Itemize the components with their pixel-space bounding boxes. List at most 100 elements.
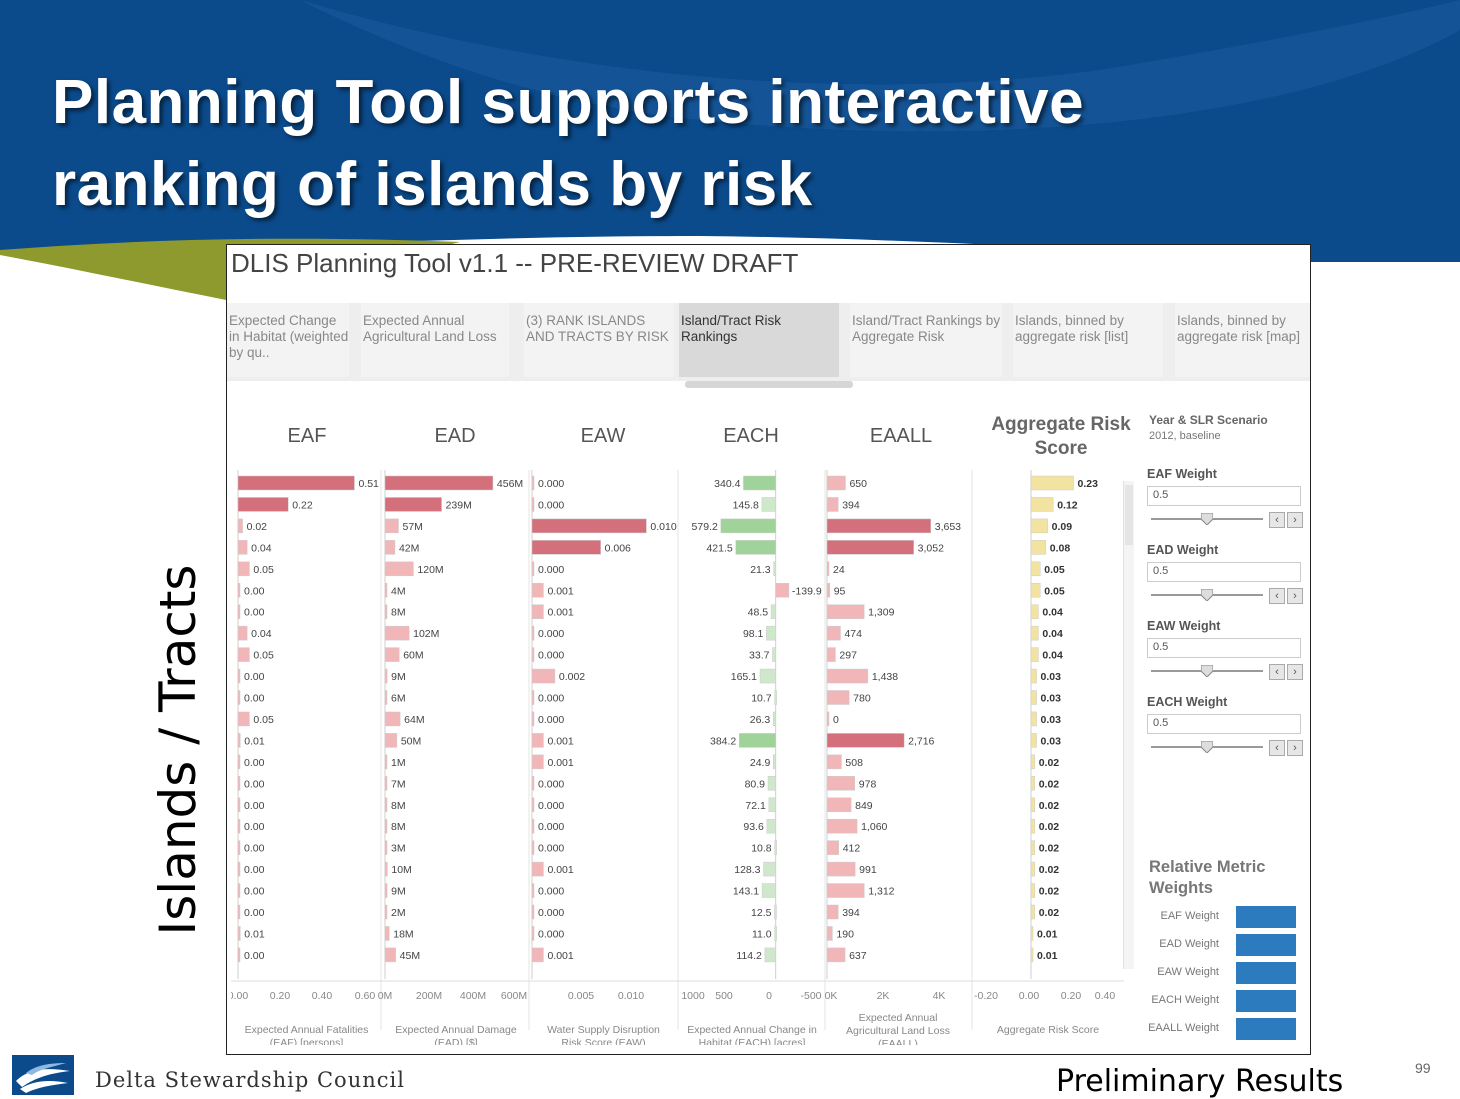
tab-islands-binned-map[interactable]: Islands, binned by aggregate risk [map] (1175, 303, 1310, 377)
agg-data-label: 0.02 (1039, 886, 1060, 898)
eaall-bar (826, 818, 858, 834)
eaw-weight-increase-button[interactable]: › (1287, 664, 1303, 680)
eaall-bar (826, 733, 905, 748)
eaf-axis-title: (EAF) [persons] (270, 1037, 344, 1045)
agg-bar (1030, 883, 1035, 898)
eaf-data-label: 0.02 (247, 521, 268, 533)
each-weight-increase-button[interactable]: › (1287, 740, 1303, 756)
eaall-bar (826, 475, 846, 491)
eaw-tick-label: 0.005 (568, 990, 594, 1002)
ead-tick-label: 0M (378, 990, 393, 1002)
tab-rank-islands-tracts[interactable]: (3) RANK ISLANDS AND TRACTS BY RISK (524, 303, 674, 377)
tab-agricultural-land-loss[interactable]: Expected Annual Agricultural Land Loss (361, 303, 509, 377)
eaw-bar (531, 625, 535, 641)
eaf-weight-input[interactable]: 0.5 (1147, 486, 1301, 506)
each-data-label: 145.8 (733, 499, 759, 511)
eaf-data-label: 0.00 (244, 671, 265, 683)
eaw-data-label: 0.001 (547, 757, 573, 769)
eaf-bar (237, 475, 355, 491)
ead-data-label: 8M (391, 821, 406, 833)
ead-bar (384, 497, 442, 512)
agg-data-label: 0.04 (1042, 650, 1063, 662)
ead-bar (384, 668, 388, 684)
eaall-data-label: 412 (843, 843, 861, 855)
eaw-weight-slider[interactable] (1151, 665, 1263, 677)
eaall-bar (826, 647, 836, 662)
slide-title-line1: Planning Tool supports interactive (52, 68, 1085, 137)
vertical-scrollbar[interactable] (1123, 481, 1134, 969)
eaw-bar (531, 776, 535, 791)
ead-bar (384, 690, 388, 705)
eaw-data-label: 0.000 (538, 843, 564, 855)
tab-label: Islands, binned by aggregate risk [map] (1177, 313, 1301, 344)
eaf-bar (237, 604, 241, 619)
ead-weight-slider[interactable] (1151, 589, 1263, 601)
eaall-data-label: 3,052 (918, 542, 944, 554)
tab-label: Islands, binned by aggregate risk [list] (1015, 313, 1129, 344)
slider-thumb[interactable] (1201, 665, 1213, 677)
each-weight-slider[interactable] (1151, 741, 1263, 753)
each-data-label: 93.6 (743, 821, 764, 833)
scenario-value[interactable]: 2012, baseline (1149, 430, 1221, 442)
each-data-label: 10.7 (751, 693, 772, 705)
eaw-bar (531, 497, 535, 512)
eaw-data-label: 0.000 (538, 907, 564, 919)
eaall-bar (826, 754, 842, 770)
eaf-weight-decrease-button[interactable]: ‹ (1269, 512, 1285, 528)
title-banner (0, 0, 1460, 300)
eaw-data-label: 0.002 (559, 671, 585, 683)
eaall-bar (826, 668, 869, 684)
tab-islands-binned-list[interactable]: Islands, binned by aggregate risk [list] (1013, 303, 1163, 377)
ead-bar (384, 840, 388, 855)
tab-island-tract-risk-rankings[interactable]: Island/Tract Risk Rankings (679, 303, 839, 377)
ead-bar (384, 947, 396, 963)
eaall-data-label: 474 (844, 628, 862, 640)
tab-label: Expected Change in Habitat (weighted by … (229, 313, 349, 360)
eaf-weight-slider[interactable] (1151, 513, 1263, 525)
eaw-data-label: 0.000 (538, 478, 564, 490)
ead-data-label: 1M (391, 757, 406, 769)
ead-data-label: 9M (391, 671, 406, 683)
each-bar (766, 818, 776, 834)
ead-bar (384, 711, 401, 727)
ead-data-label: 102M (413, 628, 439, 640)
eaf-data-label: 0.00 (244, 886, 265, 898)
agg-bar (1030, 797, 1035, 812)
each-data-label: 421.5 (706, 542, 732, 554)
relative-weight-each: EACH Weight (1149, 990, 1299, 1012)
eaw-bar (531, 733, 544, 748)
each-axis-title: Habitat (EACH) [acres] (699, 1037, 806, 1045)
tab-label: (3) RANK ISLANDS AND TRACTS BY RISK (526, 313, 669, 344)
ead-data-label: 7M (391, 778, 406, 790)
ead-weight-input[interactable]: 0.5 (1147, 562, 1301, 582)
each-data-label: 26.3 (750, 714, 771, 726)
eaw-axis-title: Water Supply Disruption (547, 1024, 660, 1036)
eaw-weight-decrease-button[interactable]: ‹ (1269, 664, 1285, 680)
eaf-bar (237, 883, 241, 898)
ead-weight-decrease-button[interactable]: ‹ (1269, 588, 1285, 604)
scrollbar-thumb[interactable] (1125, 485, 1133, 545)
eaf-data-label: 0.05 (253, 714, 274, 726)
agg-data-label: 0.05 (1044, 585, 1065, 597)
eaall-bar (826, 711, 830, 727)
ead-weight-increase-button[interactable]: › (1287, 588, 1303, 604)
slider-thumb[interactable] (1201, 741, 1213, 753)
eaf-data-label: 0.00 (244, 607, 265, 619)
eaf-weight-increase-button[interactable]: › (1287, 512, 1303, 528)
each-weight-decrease-button[interactable]: ‹ (1269, 740, 1285, 756)
eaw-data-label: 0.001 (547, 585, 573, 597)
agg-data-label: 0.02 (1039, 821, 1060, 833)
agg-bar (1030, 926, 1034, 941)
tab-expected-change-habitat[interactable]: Expected Change in Habitat (weighted by … (227, 303, 349, 377)
agg-data-label: 0.05 (1044, 564, 1065, 576)
tab-label: Expected Annual Agricultural Land Loss (363, 313, 497, 344)
eaf-bar (237, 926, 241, 941)
tab-rankings-by-aggregate-risk[interactable]: Island/Tract Rankings by Aggregate Risk (850, 303, 1002, 377)
tab-scrollbar[interactable] (685, 381, 853, 388)
each-weight-input[interactable]: 0.5 (1147, 714, 1301, 734)
each-bar (772, 647, 776, 662)
slider-thumb[interactable] (1201, 589, 1213, 601)
each-tick-label: -500 (800, 990, 821, 1002)
eaw-weight-input[interactable]: 0.5 (1147, 638, 1301, 658)
slider-thumb[interactable] (1201, 513, 1213, 525)
